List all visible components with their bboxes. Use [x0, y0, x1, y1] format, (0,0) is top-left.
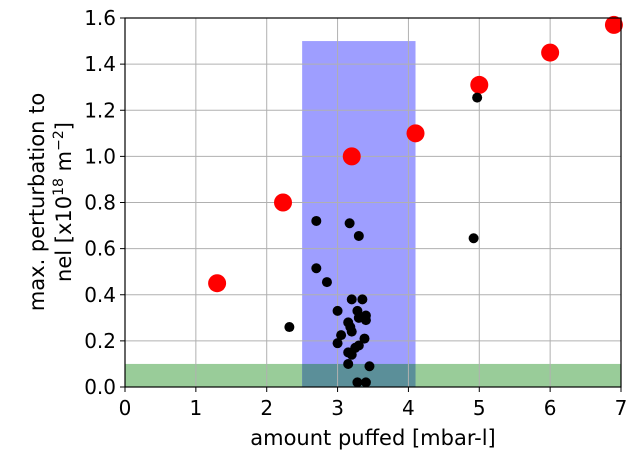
black-point	[332, 338, 343, 349]
black-point	[468, 233, 479, 244]
black-point	[336, 330, 347, 341]
shaded-region-overlap	[302, 363, 416, 387]
y-tick-label: 1.2	[84, 98, 116, 122]
y-tick-label: 0.6	[84, 237, 116, 261]
y-tick-labels: 0.0 0.2 0.4 0.6 0.8 1.0 1.2 1.4 1.6	[84, 6, 125, 399]
ylabel-suffix: ]	[52, 122, 76, 130]
y-tick-label: 0.0	[84, 375, 116, 399]
y-tick-label: 0.2	[84, 329, 116, 353]
black-point	[284, 322, 295, 333]
black-point	[343, 358, 354, 369]
y-axis-label-line1: max. perturbation to	[25, 93, 49, 311]
black-point	[346, 294, 357, 305]
x-axis-label: amount puffed [mbar-l]	[250, 426, 495, 450]
black-point	[364, 361, 375, 372]
ylabel-sup2: −2	[51, 130, 67, 151]
black-point	[472, 92, 483, 103]
x-tick-label: 1	[189, 396, 202, 420]
black-point	[344, 218, 355, 229]
x-tick-label: 0	[119, 396, 132, 420]
x-tick-label: 7	[615, 396, 628, 420]
red-point	[406, 124, 425, 143]
red-point	[274, 193, 293, 212]
x-tick-label: 5	[473, 396, 486, 420]
black-point	[311, 215, 322, 226]
red-point	[208, 274, 227, 293]
x-tick-label: 3	[331, 396, 344, 420]
y-axis-label: max. perturbation to	[25, 93, 49, 311]
y-tick-label: 0.4	[84, 283, 116, 307]
black-point	[359, 333, 370, 344]
black-point	[360, 377, 371, 388]
black-point	[311, 263, 322, 274]
black-point	[357, 294, 368, 305]
ylabel-sup: 18	[51, 178, 67, 196]
black-point	[353, 230, 364, 241]
black-point	[352, 377, 363, 388]
red-point	[342, 147, 361, 166]
black-point	[360, 315, 371, 326]
data-points	[208, 15, 623, 388]
x-tick-label: 6	[544, 396, 557, 420]
y-tick-label: 0.8	[84, 191, 116, 215]
red-point	[604, 15, 623, 34]
shaded-region-1	[302, 41, 416, 387]
black-point	[332, 305, 343, 316]
red-point	[470, 75, 489, 94]
y-axis-label-2: nel [x1018 m−2]	[51, 122, 76, 282]
red-point	[541, 43, 560, 62]
black-point	[353, 340, 364, 351]
x-tick-labels: 0 1 2 3 4 5 6 7	[119, 387, 628, 420]
y-tick-label: 1.4	[84, 52, 116, 76]
shaded-regions	[125, 41, 621, 387]
black-point	[346, 326, 357, 337]
y-tick-label: 1.0	[84, 144, 116, 168]
ylabel-prefix: nel [x10	[52, 196, 76, 282]
y-axis-label-line2: nel [x1018 m−2]	[51, 122, 76, 282]
x-tick-label: 4	[402, 396, 415, 420]
ylabel-mid: m	[52, 151, 76, 178]
black-point	[321, 277, 332, 288]
x-tick-label: 2	[260, 396, 273, 420]
y-tick-label: 1.6	[84, 6, 116, 30]
